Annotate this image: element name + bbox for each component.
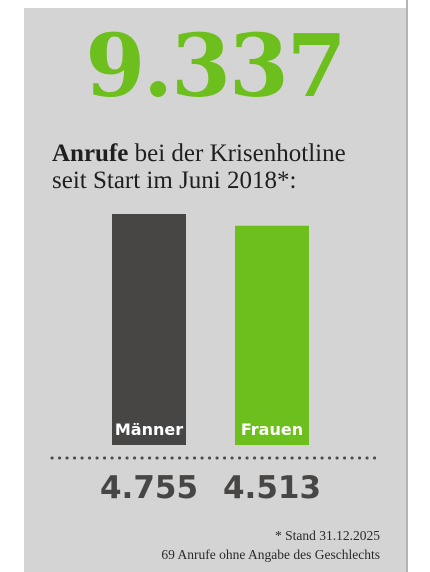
- headline: Anrufe bei der Krisenhotline seit Start …: [52, 140, 392, 194]
- bar-frauen: [235, 225, 309, 445]
- bars-group: Männer Frauen: [112, 214, 309, 445]
- total-calls-number: 9.337: [85, 16, 346, 117]
- bar-label-frauen: Frauen: [241, 420, 303, 439]
- headline-line1-rest: bei der Krisenhotline: [128, 140, 346, 167]
- value-label-frauen: 4.513: [223, 470, 321, 506]
- headline-bold: Anrufe: [52, 140, 129, 167]
- value-labels-group: 4.755 4.513: [100, 470, 321, 506]
- value-label-m-nner: 4.755: [100, 470, 198, 506]
- footnote: * Stand 31.12.2025 69 Anrufe ohne Angabe…: [161, 526, 380, 564]
- right-edge-divider: [406, 0, 408, 572]
- footnote-unspecified: 69 Anrufe ohne Angabe des Geschlechts: [161, 547, 380, 562]
- bar-chart: Männer Frauen 4.755 4.513: [50, 214, 380, 506]
- headline-line2: seit Start im Juni 2018*:: [52, 167, 297, 194]
- footnote-stand: * Stand 31.12.2025: [274, 528, 380, 543]
- infographic-card: 9.337 Anrufe bei der Krisenhotline seit …: [24, 8, 406, 572]
- bar-m-nner: [112, 214, 186, 445]
- bar-label-m-nner: Männer: [115, 420, 183, 439]
